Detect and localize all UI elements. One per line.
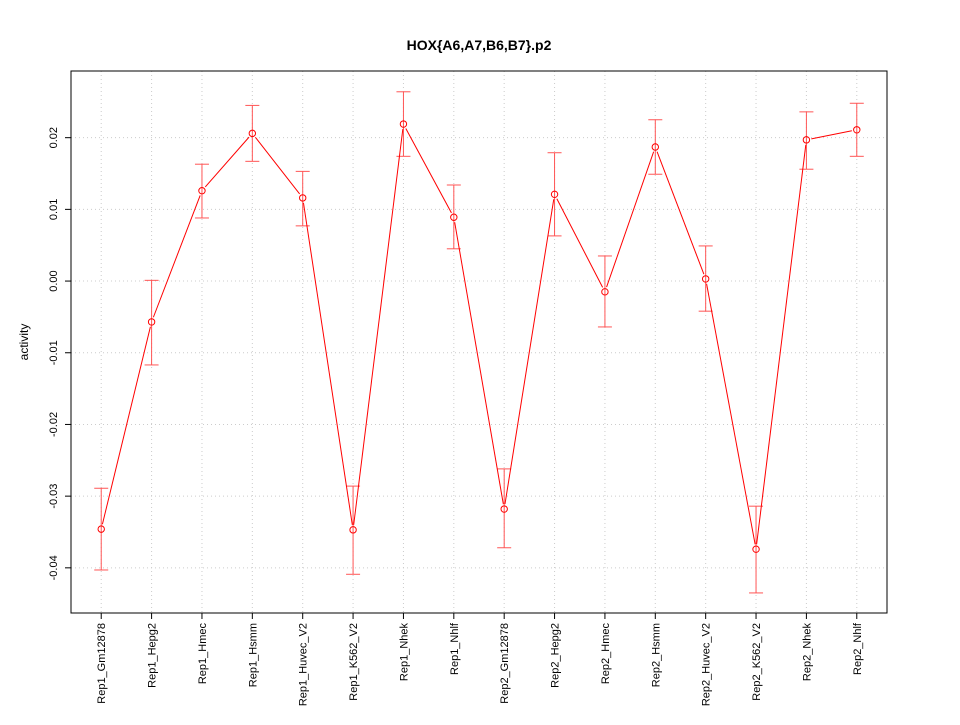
x-tick-label: Rep1_Hepg2 [147,623,159,688]
grid [71,71,887,613]
data-point [802,136,811,144]
x-tick-label: Rep2_Huvec_V2 [701,623,713,706]
data-point [853,126,861,134]
x-tick-label: Rep1_Gm12878 [96,623,108,704]
line-segment [504,199,555,505]
line-segment [454,222,504,505]
line-segment [255,137,301,195]
data-point [248,129,257,138]
x-tick-label: Rep2_K562_V2 [751,623,763,701]
data-point [752,545,760,553]
data-point [399,120,408,128]
line-segment [405,128,452,214]
data-points [97,120,861,553]
data-point [701,275,710,283]
y-tick-label: -0.03 [48,484,60,509]
line-segment [756,144,807,545]
data-point [97,525,105,533]
data-point [450,213,458,221]
data-point [601,288,609,296]
data-point [299,194,307,202]
plot-frame [70,70,888,614]
x-tick-label: Rep1_Nhek [398,623,410,682]
x-axis: Rep1_Gm12878 Rep1_Hepg2 Rep1_Hmec Rep1_Hsmm… [96,613,864,706]
x-tick-label: Rep2_Nhek [801,623,813,682]
x-tick-label: Rep2_Nhlf [852,622,864,675]
data-point [651,143,659,151]
x-tick-label: Rep2_Hsmm [650,623,662,687]
line-segment [656,151,705,275]
data-point [550,190,559,199]
x-tick-label: Rep1_Huvec_V2 [298,623,310,706]
line-segment [556,198,604,288]
x-tick-label: Rep1_Hmec [197,623,209,685]
line-segment [204,136,250,188]
y-axis: -0.04 -0.03 -0.02 -0.01 0.00 0.01 0.02 [48,127,71,580]
line-segment [302,202,353,525]
data-point [198,187,206,195]
line-segment [152,195,201,318]
x-tick-label: Rep2_Hmec [600,623,612,685]
chart-title: HOX{A6,A7,B6,B7}.p2 [407,37,552,53]
line-segment [706,283,756,545]
x-tick-label: Rep2_Hepg2 [550,623,562,688]
line-segment [353,128,404,525]
y-tick-label: -0.02 [48,412,60,437]
data-point [500,505,508,513]
y-tick-label: 0.01 [48,199,60,220]
y-tick-label: -0.04 [48,555,60,580]
data-point [349,526,357,534]
series-line [101,128,852,545]
x-tick-label: Rep1_Nhlf [449,622,461,675]
x-tick-label: Rep1_Hsmm [247,623,259,687]
x-tick-label: Rep1_K562_V2 [348,623,360,701]
line-segment [101,326,151,525]
y-tick-label: 0.02 [48,127,60,148]
data-point [147,318,156,326]
y-tick-label: -0.01 [48,340,60,365]
line-segment [606,151,655,288]
error-bars [94,91,864,594]
y-axis-label: activity [17,324,31,361]
line-segment [811,130,852,140]
y-tick-label: 0.00 [48,270,60,291]
x-tick-label: Rep2_Gm12878 [499,623,511,704]
